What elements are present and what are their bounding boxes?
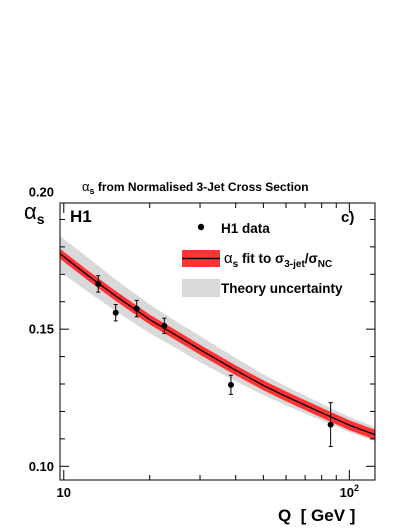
x-tick-label-exponent: 2 <box>354 483 359 493</box>
legend-label-data: H1 data <box>221 221 270 236</box>
legend-swatch-theory <box>182 279 220 297</box>
legend-marker-data <box>197 223 205 231</box>
x-tick-label: 102 <box>340 483 359 500</box>
legend-fit-text: fit to σ <box>238 251 284 266</box>
data-point <box>95 280 102 287</box>
legend-label-theory: Theory uncertainty <box>221 281 343 296</box>
data-point <box>112 309 119 316</box>
x-tick-label: 10 <box>57 485 71 500</box>
data-point <box>133 305 140 312</box>
data-point <box>227 381 234 388</box>
legend-fit-alpha-sub: s <box>233 259 239 270</box>
experiment-label: H1 <box>70 207 92 226</box>
data-point <box>327 421 334 428</box>
y-tick-label: 0.20 <box>29 185 54 200</box>
data-point <box>161 322 168 329</box>
chart-title: αs from Normalised 3-Jet Cross Section <box>82 179 309 196</box>
chart-title-text: from Normalised 3-Jet Cross Section <box>95 180 309 194</box>
fit-central-line <box>60 253 375 436</box>
y-axis-label-symbol: α <box>24 199 37 224</box>
y-axis-label: αs <box>24 199 45 227</box>
legend-fit-sub2: NC <box>318 259 332 270</box>
y-tick-label: 0.15 <box>29 322 54 337</box>
x-axis-label: Q [ GeV ] <box>278 506 355 525</box>
legend-fit-slash: /σ <box>305 251 318 266</box>
y-tick-label: 0.10 <box>29 459 54 474</box>
y-axis-label-subscript: s <box>37 211 45 227</box>
panel-label: c) <box>341 209 354 226</box>
chart-title-symbol: α <box>82 179 90 194</box>
legend-fit-sub1: 3-jet <box>284 259 305 270</box>
fit-uncertainty-band <box>60 248 375 440</box>
chart-title-subscript: s <box>90 186 95 196</box>
legend-label-fit: αs fit to σ3-jet/σNC <box>224 250 332 270</box>
legend-fit-alpha: α <box>224 250 233 267</box>
x-tick-label-base: 10 <box>340 485 354 500</box>
plot-frame <box>59 202 376 481</box>
x-tick-label-base: 10 <box>57 485 71 500</box>
legend: H1 data αs fit to σ3-jet/σNC Theory unce… <box>182 221 343 297</box>
